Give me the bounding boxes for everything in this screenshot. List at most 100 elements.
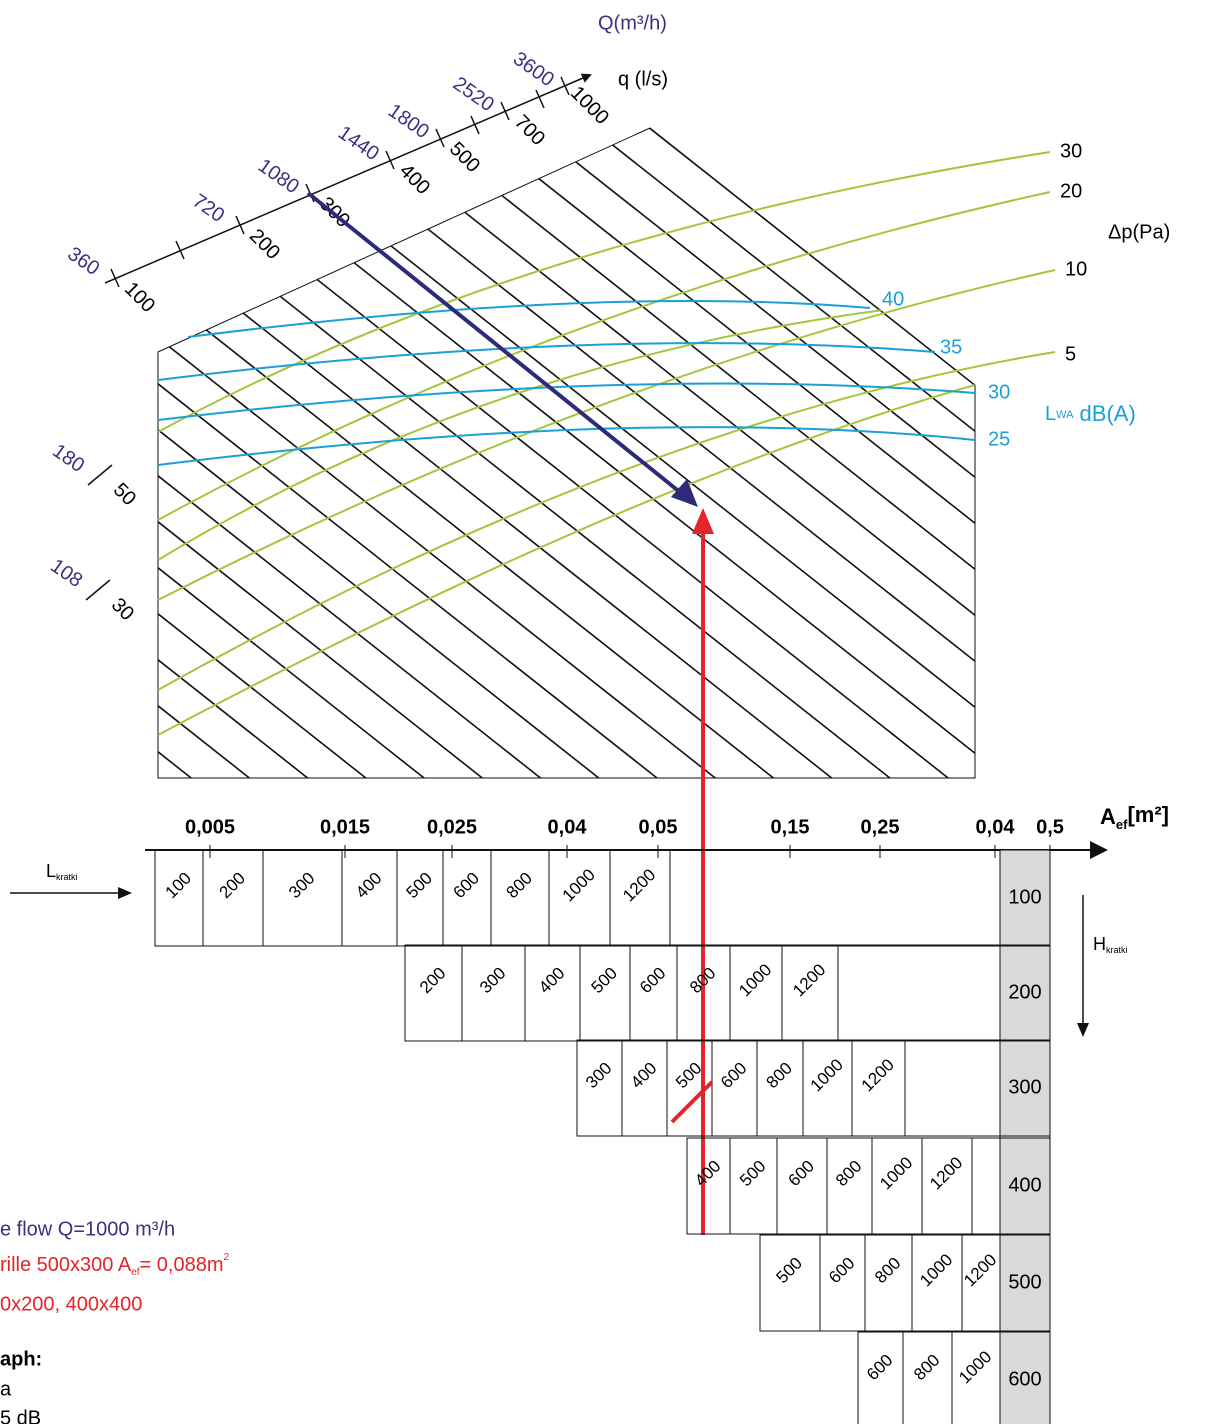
pressure-label: 20 [1060, 180, 1082, 202]
pressure-label: 10 [1065, 258, 1087, 280]
width-label: 1200 [926, 1153, 966, 1193]
flow-arrow [306, 191, 688, 499]
width-label: 1200 [789, 960, 829, 1000]
Q-label: 720 [188, 190, 228, 227]
Q-label: 1800 [384, 100, 433, 144]
q-title: q (l/s) [618, 68, 668, 90]
width-label: 500 [403, 869, 436, 902]
width-label: 500 [773, 1254, 806, 1287]
length-label: Lkratki [46, 861, 78, 883]
width-label: 600 [636, 964, 669, 997]
width-label: 800 [503, 869, 536, 902]
sound-label: 30 [988, 381, 1010, 403]
chart-frame [157, 127, 976, 779]
height-label: Hkratki [1093, 934, 1128, 956]
Q-label: 108 [46, 555, 86, 592]
area-arrowhead [692, 508, 714, 534]
Q-label: 180 [48, 440, 88, 477]
area-label: 0,15 [771, 816, 810, 838]
height-value: 600 [1008, 1368, 1041, 1390]
q-label: 200 [245, 225, 284, 264]
flow-tick [235, 215, 245, 235]
area-label: 0,25 [861, 816, 900, 838]
q-label: 500 [445, 138, 484, 177]
area-label: 0,005 [185, 816, 235, 838]
flow-line [158, 128, 975, 590]
width-label: 800 [832, 1157, 865, 1190]
flow-lines [158, 128, 975, 778]
flow-line [158, 199, 975, 778]
height-value: 400 [1008, 1174, 1041, 1196]
sound-title: LWA dB(A) [1045, 401, 1136, 426]
flow-tick [470, 115, 480, 135]
length-arrowhead [118, 887, 132, 899]
q-label: 30 [107, 594, 138, 625]
flow-tick [500, 101, 510, 121]
width-label: 400 [352, 869, 385, 902]
flow-line [158, 567, 975, 778]
flow-axis [104, 73, 592, 284]
width-label: 800 [871, 1254, 904, 1287]
flow-tick [385, 150, 395, 170]
flow-tick [435, 128, 445, 148]
width-label: 1000 [559, 865, 599, 905]
width-label: 1000 [955, 1347, 995, 1387]
flow-tick [85, 579, 111, 601]
q-label: 50 [109, 479, 140, 510]
width-label: 1200 [858, 1055, 898, 1095]
height-arrowhead [1077, 1023, 1089, 1037]
note-graph: aph: [0, 1348, 42, 1370]
pressure-label: 5 [1065, 343, 1076, 365]
width-label: 500 [672, 1059, 705, 1092]
width-label: 200 [416, 964, 449, 997]
area-label: 0,04 [548, 816, 588, 838]
sound-curves [157, 299, 976, 466]
pressure-labels: 30 20 10 5 [1060, 140, 1087, 365]
width-label: 1200 [619, 865, 659, 905]
width-label: 800 [686, 964, 719, 997]
note-sizes: 0x200, 400x400 [0, 1293, 142, 1315]
table-row [686, 1137, 1051, 1235]
note-line-a: a [0, 1378, 12, 1400]
flow-line [158, 128, 975, 778]
pressure-curves [157, 151, 1056, 736]
width-label: 1000 [876, 1153, 916, 1193]
q-label: 100 [120, 278, 159, 317]
note-line-b: 5 dB [0, 1407, 41, 1424]
width-label: 1000 [807, 1055, 847, 1095]
width-label: 300 [285, 869, 318, 902]
flow-tick [175, 240, 185, 260]
width-label: 1000 [916, 1250, 956, 1290]
width-label: 300 [582, 1059, 615, 1092]
width-label: 400 [691, 1157, 724, 1190]
sound-labels: 40 35 30 25 [882, 288, 1010, 450]
width-label: 600 [717, 1059, 750, 1092]
q-label: 700 [510, 111, 549, 150]
width-label: 100 [162, 869, 195, 902]
area-axis-arrow [1090, 841, 1108, 859]
flow-arrowhead [671, 479, 698, 507]
area-label: 0,04 [976, 816, 1016, 838]
width-label: 600 [825, 1254, 858, 1287]
q-label: 400 [395, 160, 434, 199]
flow-line [158, 128, 975, 636]
Q-label: 2520 [449, 73, 498, 117]
flow-line [158, 153, 975, 778]
sound-label: 25 [988, 428, 1010, 450]
flow-line [158, 429, 975, 778]
flow-line [158, 128, 975, 774]
flow-line [158, 613, 975, 778]
note-flow: e flow Q=1000 m³/h [0, 1218, 175, 1240]
area-label: 0,05 [639, 816, 678, 838]
area-label: 0,5 [1036, 816, 1064, 838]
height-value: 500 [1008, 1271, 1041, 1293]
height-value: 100 [1008, 886, 1041, 908]
Q-label: 360 [63, 243, 103, 280]
height-column [999, 849, 1051, 1424]
table-row [404, 944, 1051, 1042]
width-label: 1200 [960, 1250, 1000, 1290]
height-value: 200 [1008, 981, 1041, 1003]
